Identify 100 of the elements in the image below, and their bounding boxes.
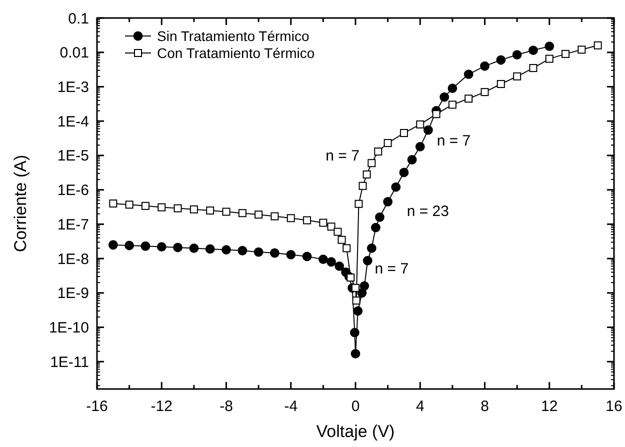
point (362, 256, 372, 266)
point (319, 218, 328, 227)
annotation: n = 7 (374, 260, 409, 278)
legend-label: Con Tratamiento Térmico (157, 44, 315, 61)
point (358, 182, 367, 190)
point (222, 245, 231, 254)
point (206, 206, 214, 215)
point (158, 203, 166, 212)
legend-label: Sin Tratamiento Térmico (157, 28, 310, 44)
point (286, 214, 295, 222)
y-tick-label: 0.1 (68, 10, 89, 28)
point (529, 64, 538, 72)
point (448, 100, 456, 109)
point (528, 46, 538, 55)
point (270, 248, 280, 258)
y-tick-label: 1E-7 (57, 216, 89, 234)
point (342, 244, 351, 252)
point (513, 72, 522, 80)
point (346, 274, 355, 282)
annotation: n = 23 (406, 203, 449, 220)
point (464, 70, 474, 79)
point (254, 210, 263, 219)
point (140, 241, 150, 251)
point (173, 242, 182, 252)
x-axis-title: Voltaje (V) (316, 422, 395, 441)
point (362, 170, 371, 178)
point (334, 228, 342, 236)
point (448, 84, 458, 93)
point (238, 209, 246, 218)
point (432, 110, 440, 118)
point (496, 55, 506, 65)
point (302, 252, 312, 262)
point (222, 208, 230, 216)
annotation: n = 7 (326, 148, 360, 165)
point (562, 50, 570, 58)
point (352, 296, 360, 305)
point (416, 120, 424, 128)
point (124, 240, 134, 250)
point (545, 54, 554, 63)
point (338, 236, 346, 244)
point (440, 92, 450, 102)
y-tick-label: 0.01 (60, 44, 89, 62)
point (480, 61, 490, 71)
point (174, 204, 182, 212)
point (303, 216, 312, 224)
point (318, 254, 328, 264)
point (352, 284, 360, 292)
x-tick-label: 4 (416, 398, 424, 415)
point (407, 155, 417, 164)
point (370, 222, 380, 232)
point (366, 244, 376, 253)
point (399, 168, 409, 178)
y-tick-label: 1E-9 (57, 285, 89, 302)
point (480, 88, 489, 96)
point (350, 328, 360, 338)
x-tick-label: 16 (606, 398, 622, 415)
y-tick-label: 1E-3 (57, 78, 89, 96)
x-tick-label: 0 (351, 398, 360, 415)
point (189, 244, 199, 253)
point (578, 46, 586, 54)
y-tick-label: 1E-6 (57, 182, 89, 200)
point (109, 200, 118, 208)
point (254, 247, 264, 257)
point (360, 281, 370, 291)
point (464, 94, 473, 103)
point (156, 242, 166, 252)
x-tick-label: -4 (284, 398, 298, 415)
point (512, 50, 522, 60)
point (544, 42, 554, 52)
point (415, 142, 425, 152)
y-tick-label: 1E-5 (57, 148, 89, 165)
point (400, 129, 408, 138)
point (424, 125, 433, 135)
x-tick-label: 8 (480, 398, 489, 415)
point (270, 212, 279, 220)
point (496, 80, 505, 88)
x-tick-label: -12 (150, 398, 172, 415)
y-tick-label: 1E-10 (48, 320, 89, 337)
point (594, 41, 602, 50)
point (326, 257, 336, 267)
y-tick-label: 1E-4 (57, 113, 89, 130)
point (286, 250, 296, 260)
y-tick-label: 1E-8 (57, 250, 89, 268)
point (205, 244, 215, 254)
point (334, 261, 344, 271)
point (368, 159, 376, 168)
point (327, 222, 336, 231)
point (238, 246, 248, 256)
point (384, 139, 392, 148)
y-axis-title: Corriente (A) (11, 154, 30, 252)
point (350, 349, 360, 358)
point (391, 182, 401, 192)
point (374, 148, 382, 156)
point (354, 200, 363, 208)
point (141, 202, 150, 210)
annotation: n = 7 (436, 132, 471, 150)
point (108, 240, 118, 250)
point (125, 200, 134, 209)
y-tick-label: 1E-11 (50, 354, 89, 371)
point (375, 212, 384, 222)
